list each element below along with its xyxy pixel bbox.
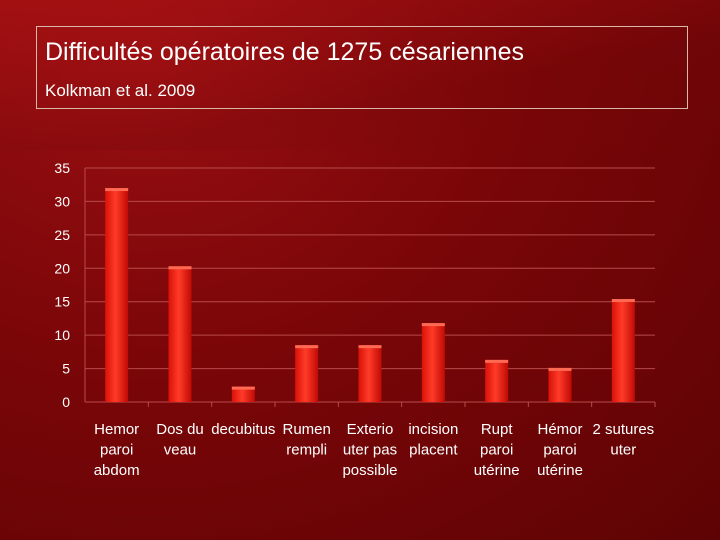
bar-top-highlight — [611, 299, 635, 303]
bar — [485, 359, 509, 402]
x-category-label: veau — [164, 442, 197, 459]
bar-top-highlight — [358, 345, 382, 349]
bar — [358, 345, 382, 402]
bar — [548, 367, 572, 402]
x-category-label: placent — [409, 442, 458, 459]
x-category-label: rempli — [286, 442, 327, 459]
x-category-labels: Hemor paroi abdom Dos du veau decubitus Rumen r… — [94, 421, 654, 479]
x-category-label: 2 sutures — [592, 421, 654, 438]
x-category-label: uter — [610, 442, 636, 459]
bars — [105, 188, 635, 402]
x-category-label: utérine — [474, 462, 520, 479]
bar-top-highlight — [295, 345, 319, 349]
title-box: Difficultés opératoires de 1275 césarien… — [36, 26, 688, 109]
slide-title: Difficultés opératoires de 1275 césarien… — [45, 38, 524, 66]
x-category-label: Hémor — [537, 421, 582, 438]
bar-top-highlight — [168, 266, 192, 270]
y-tick-label: 20 — [54, 260, 70, 276]
bar-top-highlight — [485, 359, 509, 363]
x-category-label: Exterio — [347, 421, 394, 438]
x-category-label: Dos du — [156, 421, 204, 438]
y-tick-label: 15 — [54, 294, 70, 310]
x-category-label: Hemor — [94, 421, 139, 438]
x-category-label: paroi — [480, 442, 513, 459]
bar-top-highlight — [421, 323, 445, 327]
bar — [295, 345, 319, 402]
y-tick-label: 30 — [54, 193, 70, 209]
bar — [421, 323, 445, 402]
x-category-label: possible — [342, 462, 397, 479]
bar-top-highlight — [231, 386, 255, 390]
x-category-label: uter pas — [343, 442, 397, 459]
x-category-label: Rupt — [481, 421, 514, 438]
bar — [168, 266, 192, 402]
background-band — [0, 0, 720, 150]
x-category-label: paroi — [543, 442, 576, 459]
bar-top-highlight — [548, 367, 572, 371]
y-tick-label: 5 — [62, 361, 70, 377]
x-category-label: incision — [408, 421, 458, 438]
x-category-label: abdom — [94, 462, 140, 479]
bar-top-highlight — [105, 188, 129, 192]
y-tick-labels: 0 5 10 15 20 25 30 35 — [54, 160, 70, 410]
y-tick-label: 25 — [54, 227, 70, 243]
x-category-label: paroi — [100, 442, 133, 459]
y-tick-label: 35 — [54, 160, 70, 176]
bar — [105, 188, 129, 402]
y-tick-label: 0 — [62, 394, 70, 410]
slide-subtitle: Kolkman et al. 2009 — [45, 81, 196, 100]
x-category-label: Rumen — [282, 421, 330, 438]
x-category-label: decubitus — [211, 421, 275, 438]
bar — [231, 386, 255, 402]
y-tick-label: 10 — [54, 327, 70, 343]
bar — [611, 299, 635, 402]
x-category-label: utérine — [537, 462, 583, 479]
